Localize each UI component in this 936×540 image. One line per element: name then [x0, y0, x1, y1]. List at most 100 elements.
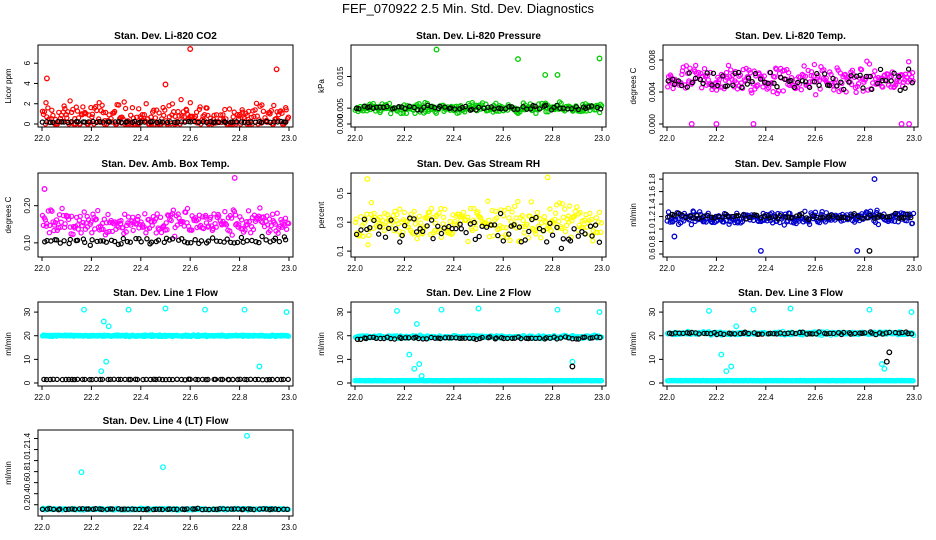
- data-point: [811, 61, 818, 68]
- x-tick-label: 23.0: [906, 134, 922, 143]
- data-point: [74, 376, 81, 382]
- data-point: [63, 376, 69, 383]
- data-point: [724, 83, 731, 89]
- data-point: [822, 71, 828, 77]
- series-2: [664, 377, 916, 384]
- data-point: [503, 225, 509, 231]
- data-point: [793, 213, 800, 219]
- data-point: [243, 218, 250, 225]
- x-tick-label: 22.4: [133, 264, 149, 273]
- data-point: [671, 212, 678, 218]
- x-tick-label: 22.2: [709, 393, 725, 402]
- y-tick-label: 0: [23, 380, 32, 385]
- x-tick-label: 23.0: [281, 134, 297, 143]
- series-2: [39, 505, 290, 513]
- data-point: [275, 119, 281, 125]
- data-point: [598, 103, 605, 109]
- data-point: [111, 238, 118, 245]
- data-point: [590, 238, 596, 244]
- x-tick-label: 22.6: [807, 134, 823, 143]
- data-point: [908, 331, 915, 337]
- data-point: [888, 78, 894, 84]
- outlier-point: [723, 368, 730, 375]
- x-tick-label: 22.2: [397, 393, 413, 402]
- outlier-point: [125, 306, 132, 313]
- data-point: [587, 223, 594, 229]
- x-tick-label: 23.0: [281, 523, 297, 532]
- data-point: [666, 330, 673, 336]
- data-point: [207, 214, 214, 221]
- chart-panel-3: Stan. Dev. Li-820 Temp. degrees C 22.0 22.2…: [629, 31, 922, 143]
- x-tick-label: 22.2: [84, 264, 100, 273]
- data-point: [904, 211, 910, 217]
- outlier-point: [162, 81, 169, 88]
- data-point: [714, 82, 721, 89]
- data-point: [701, 65, 708, 72]
- x-tick-label: 22.0: [347, 264, 363, 273]
- data-point: [99, 376, 106, 383]
- y-axis-label: ml/min: [4, 332, 13, 356]
- data-point: [157, 214, 164, 220]
- data-point: [247, 506, 254, 512]
- chart-panel-5: Stan. Dev. Gas Stream RH percent 22.0 22.2 2…: [317, 159, 610, 273]
- plot-frame: [662, 44, 919, 128]
- data-point: [219, 376, 226, 383]
- outlier-point: [750, 306, 757, 313]
- data-point: [282, 215, 289, 221]
- data-point: [756, 331, 762, 337]
- data-point: [580, 101, 586, 108]
- data-point: [170, 506, 177, 512]
- data-point: [572, 213, 578, 220]
- data-point: [353, 216, 359, 222]
- data-point: [782, 76, 788, 82]
- data-point: [442, 104, 448, 110]
- data-point: [121, 211, 128, 217]
- data-point: [130, 214, 136, 220]
- data-point: [145, 506, 151, 512]
- data-point: [99, 102, 105, 109]
- chart-panel-4: Stan. Dev. Amb. Box Temp. degrees C 22.0 22…: [4, 159, 297, 273]
- data-point: [112, 119, 118, 125]
- data-point: [457, 335, 463, 341]
- x-tick-label: 22.6: [182, 393, 198, 402]
- data-point: [893, 79, 900, 85]
- data-point: [361, 216, 368, 222]
- data-point: [704, 70, 710, 76]
- data-point: [39, 506, 46, 512]
- data-point: [505, 205, 511, 212]
- data-point: [901, 215, 907, 221]
- data-point: [370, 334, 377, 340]
- x-tick-label: 22.0: [347, 393, 363, 402]
- data-point: [159, 376, 166, 383]
- data-point: [400, 229, 406, 235]
- data-point: [62, 221, 68, 227]
- data-point: [68, 213, 75, 219]
- outlier-point: [906, 121, 913, 127]
- data-point: [100, 226, 106, 233]
- data-point: [61, 224, 68, 231]
- data-point: [596, 209, 603, 216]
- panel-title: Stan. Dev. Line 1 Flow: [113, 288, 218, 299]
- data-point: [184, 205, 191, 212]
- data-point: [788, 214, 795, 221]
- data-point: [757, 76, 764, 82]
- data-point: [586, 217, 592, 224]
- data-point: [79, 222, 85, 229]
- x-tick-label: 22.8: [545, 393, 561, 402]
- series-3: [354, 334, 603, 370]
- data-point: [687, 65, 693, 72]
- y-tick-label: 0.015: [336, 66, 345, 87]
- outlier-point: [515, 56, 521, 63]
- data-point: [575, 336, 582, 342]
- data-point: [896, 73, 902, 80]
- outlier-point: [554, 306, 561, 313]
- data-point: [435, 223, 441, 229]
- data-point: [411, 216, 417, 222]
- data-point: [811, 78, 818, 85]
- data-point: [522, 237, 528, 243]
- data-point: [418, 107, 424, 113]
- data-point: [109, 506, 116, 512]
- data-point: [238, 119, 245, 125]
- data-point: [200, 119, 206, 125]
